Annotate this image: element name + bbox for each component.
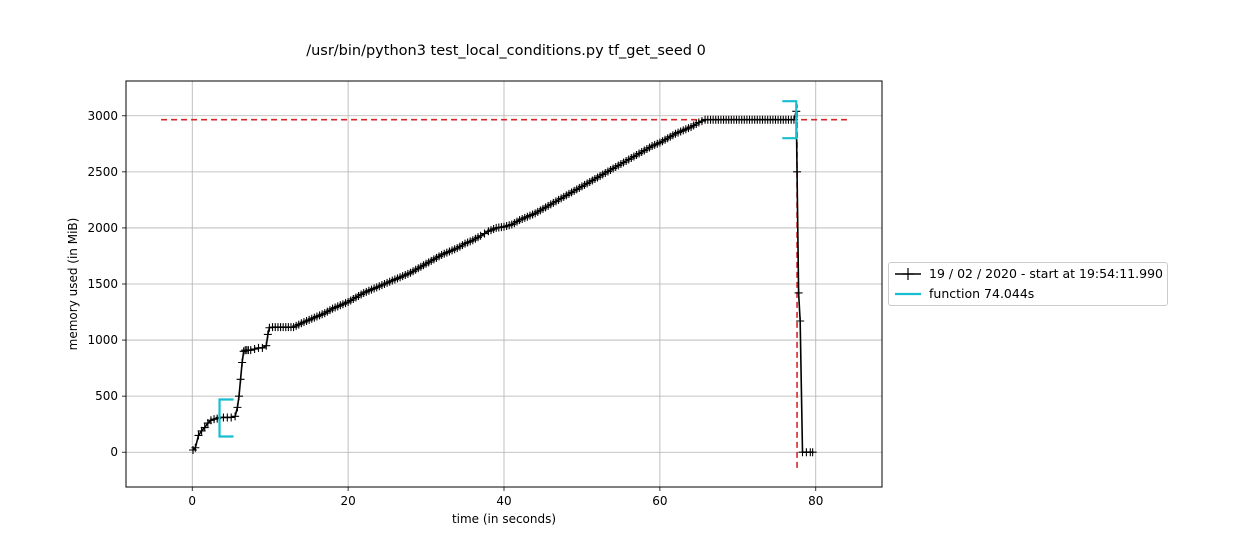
x-tick-label: 0 [188,494,196,508]
y-tick-label: 2500 [87,165,118,179]
data-point-marker [250,345,259,354]
data-point-marker [246,346,255,355]
y-tick-label: 3000 [87,109,118,123]
function-bracket-end [782,100,798,140]
data-point-marker [194,431,203,440]
data-point-marker [796,317,805,326]
x-axis-ticks: 0 20 40 60 80 [188,487,823,508]
function-bracket-start [218,398,234,438]
legend-label-memory: 19 / 02 / 2020 - start at 19:54:11.990 [929,266,1163,281]
grid [126,81,882,487]
legend-label-function: function 74.044s [929,286,1035,301]
data-point-marker [808,448,817,457]
plot-area [161,100,847,468]
y-tick-label: 0 [110,445,118,459]
data-point-marker [227,413,236,422]
data-point-marker [480,229,489,238]
chart-title: /usr/bin/python3 test_local_conditions.p… [306,43,706,59]
y-tick-label: 1500 [87,277,118,291]
x-tick-label: 60 [652,494,667,508]
x-axis-label: time (in seconds) [452,512,556,526]
series-line [192,111,813,454]
legend-line-icon [895,292,921,296]
data-point-marker [191,443,200,452]
data-point-marker [233,403,242,412]
data-point-marker [236,375,245,384]
data-point-marker [200,423,209,432]
legend-line-marker-icon [895,268,921,280]
y-axis-label: memory used (in MiB) [66,218,80,351]
x-tick-label: 40 [496,494,511,508]
data-point-marker [231,412,240,421]
y-tick-label: 1000 [87,333,118,347]
data-point-marker [262,341,271,350]
y-axis-ticks: 0 500 1000 1500 2000 2500 3000 [87,109,126,459]
y-tick-label: 2000 [87,221,118,235]
x-tick-label: 20 [340,494,355,508]
x-tick-label: 80 [808,494,823,508]
legend: 19 / 02 / 2020 - start at 19:54:11.990 f… [888,262,1168,306]
legend-item-function: function 74.044s [889,284,1167,304]
data-point-marker [235,392,244,401]
legend-item-memory: 19 / 02 / 2020 - start at 19:54:11.990 [889,264,1167,284]
data-point-marker [263,330,272,339]
data-point-marker [258,343,267,352]
data-point-marker [238,358,247,367]
data-point-marker [793,167,802,176]
series-markers [189,107,817,457]
data-point-marker [794,288,803,297]
y-tick-label: 500 [95,389,118,403]
